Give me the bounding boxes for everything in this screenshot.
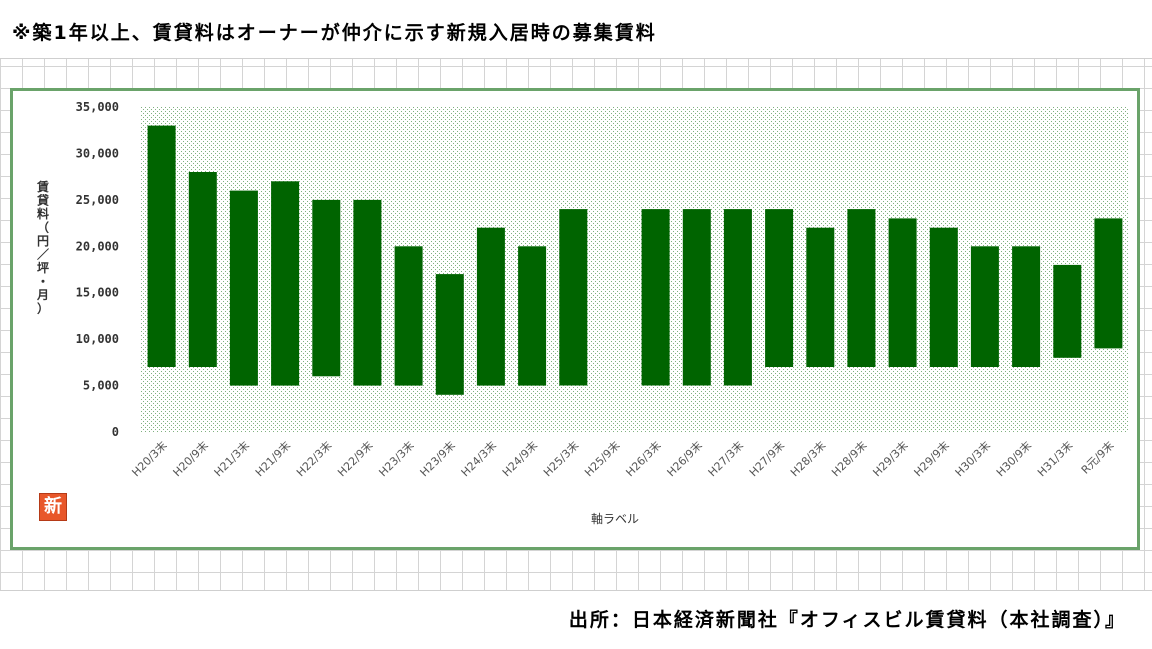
x-tick-label: H23/3末 (376, 438, 417, 479)
x-tick-label: H23/9末 (417, 438, 458, 479)
y-tick-label: 35,000 (76, 100, 119, 114)
bar (229, 190, 258, 386)
x-tick-label: H22/3末 (293, 438, 334, 479)
bar (723, 209, 752, 386)
x-tick-label: H30/9末 (993, 438, 1034, 479)
bar (435, 274, 464, 395)
x-tick-label: H24/9末 (499, 438, 540, 479)
bar (1012, 246, 1041, 367)
y-tick-label: 5,000 (83, 379, 119, 393)
x-tick-label: H20/3末 (129, 438, 170, 479)
bar (394, 246, 423, 386)
y-axis-label: 賃貸料（円／坪・月） (36, 179, 49, 316)
y-tick-label: 25,000 (76, 193, 119, 207)
y-tick-label: 30,000 (76, 146, 119, 160)
bar (682, 209, 711, 386)
x-tick-label: H28/3末 (787, 438, 828, 479)
plot-area (141, 107, 1129, 432)
x-tick-label: H26/9末 (664, 438, 705, 479)
bar-chart: 0 5,000 10,000 15,000 20,000 25,000 30,000 35,0… (36, 100, 1129, 526)
y-tick-label: 20,000 (76, 239, 119, 253)
x-tick-label: H26/3末 (623, 438, 664, 479)
bar (888, 218, 917, 367)
x-tick-label: H20/9末 (170, 438, 211, 479)
chart-frame: 0 5,000 10,000 15,000 20,000 25,000 30,000 35,0… (10, 88, 1140, 550)
bar (188, 172, 217, 367)
x-tick-label: H25/9末 (582, 438, 623, 479)
x-tick-label: H21/3末 (211, 438, 252, 479)
bar (476, 227, 505, 386)
bar (271, 181, 300, 386)
bar (1094, 218, 1123, 349)
footnote-text: ※築1年以上、賃貸料はオーナーが仲介に示す新規入居時の募集賃料 (12, 22, 657, 44)
x-tick-label: R元/9末 (1078, 438, 1116, 476)
x-tick-label: H24/3末 (458, 438, 499, 479)
x-tick-label: H27/3末 (705, 438, 746, 479)
x-axis-label: 軸ラベル (591, 512, 639, 526)
bar (970, 246, 999, 367)
x-tick-label: H29/9末 (911, 438, 952, 479)
x-tick-label: H25/3末 (540, 438, 581, 479)
bar (847, 209, 876, 367)
y-tick-label: 0 (112, 425, 119, 439)
bar (765, 209, 794, 367)
y-tick-label: 15,000 (76, 286, 119, 300)
nikkei-logo-icon: 新 (39, 493, 67, 521)
bar (1053, 264, 1082, 358)
source-citation: 出所：日本経済新聞社『オフィスビル賃貸料（本社調査）』 (568, 609, 1126, 631)
bar (518, 246, 547, 386)
bar (147, 125, 176, 367)
bar (312, 199, 341, 377)
bar (559, 209, 588, 386)
x-tick-label: H29/3末 (870, 438, 911, 479)
bar (806, 227, 835, 367)
x-tick-label: H21/9末 (252, 438, 293, 479)
bar (353, 199, 382, 386)
x-tick-label: H28/9末 (829, 438, 870, 479)
bar (641, 209, 670, 386)
x-tick-label: H27/9末 (746, 438, 787, 479)
footer-band: 出所：日本経済新聞社『オフィスビル賃貸料（本社調査）』 (0, 590, 1152, 649)
x-tick-label: H22/9末 (335, 438, 376, 479)
x-tick-label: H31/3末 (1034, 438, 1075, 479)
y-tick-label: 10,000 (76, 332, 119, 346)
bar (929, 227, 958, 367)
header-band: ※築1年以上、賃貸料はオーナーが仲介に示す新規入居時の募集賃料 (0, 0, 1152, 59)
x-tick-label: H30/3末 (952, 438, 993, 479)
